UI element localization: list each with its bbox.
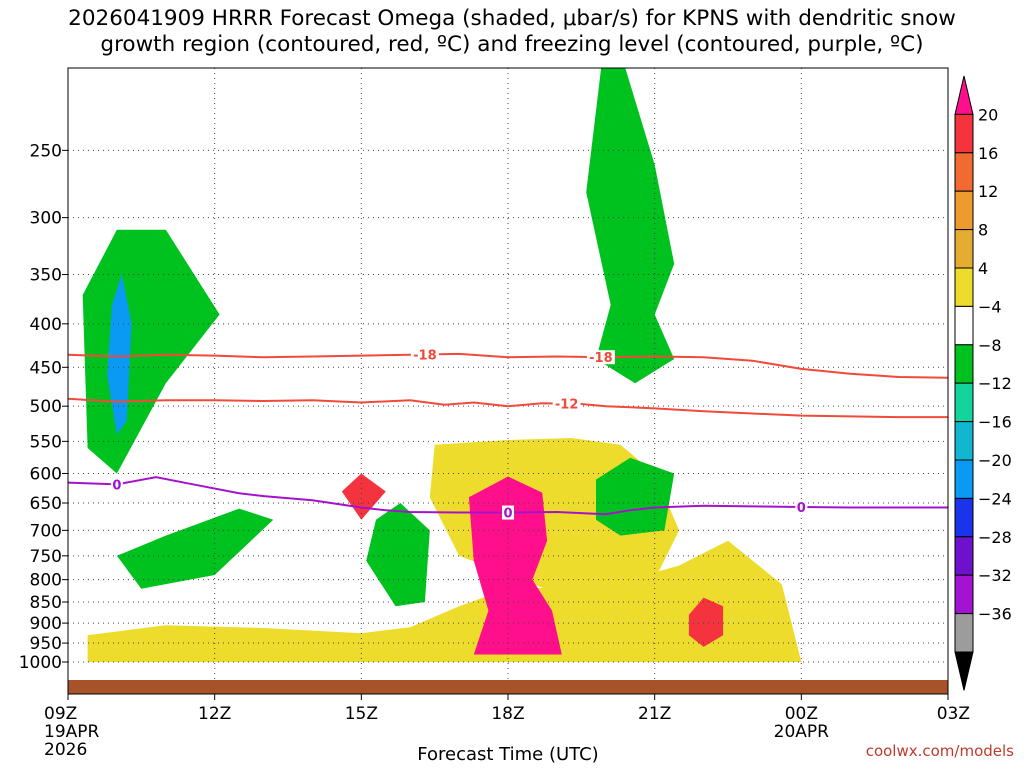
x-tick-sublabel-5: 20APR	[774, 722, 830, 742]
contour-label-freezing-level-2: 0	[797, 501, 806, 516]
colorbar-label-13: −36	[978, 605, 1012, 624]
colorbar-label-7: −12	[978, 374, 1012, 393]
colorbar-swatch-4	[954, 229, 974, 269]
colorbar-swatch-9	[954, 421, 974, 461]
contour-label-bg	[410, 347, 439, 362]
y-tick-label-7: 600	[30, 464, 62, 484]
colorbar-swatch-8	[954, 382, 974, 423]
colorbar-label-11: −28	[978, 528, 1012, 547]
contour-label-dendritic-lower-0: -12	[555, 398, 579, 413]
y-tick-label-11: 800	[30, 571, 62, 591]
omega-shading	[82, 68, 802, 662]
x-tick-label-3: 18Z	[491, 704, 524, 724]
colorbar-swatch-10	[954, 459, 974, 499]
y-tick-label-0: 250	[30, 141, 62, 161]
contour-label-dendritic-upper-0: -18	[413, 349, 437, 364]
colorbar-label-12: −32	[978, 566, 1012, 585]
colorbar-label-5: −4	[978, 297, 1002, 316]
colorbar-label-4: 4	[978, 259, 988, 278]
y-tick-label-1: 300	[30, 209, 62, 229]
chart-title: 2026041909 HRRR Forecast Omega (shaded, …	[0, 6, 1024, 58]
y-tick-label-6: 550	[30, 432, 62, 452]
x-tick-sublabel2-0: 2026	[44, 740, 87, 760]
credit-link[interactable]: coolwx.com/models	[865, 742, 1014, 760]
omega-region-9	[366, 503, 430, 607]
colorbar-label-10: −24	[978, 489, 1012, 508]
omega-region-10	[586, 68, 675, 384]
omega-region-2	[468, 476, 562, 655]
colorbar-label-1: 16	[978, 144, 998, 163]
y-tick-label-4: 450	[30, 358, 62, 378]
contour-label-bg	[110, 477, 123, 492]
y-tick-label-5: 500	[30, 397, 62, 417]
y-tick-label-12: 850	[30, 593, 62, 613]
colorbar-swatch-15	[954, 651, 974, 691]
colorbar-swatch-14	[954, 613, 974, 653]
colorbar-swatch-6	[954, 305, 974, 346]
x-tick-sublabel-0: 19APR	[44, 722, 100, 742]
colorbar-swatch-1	[954, 113, 974, 154]
contour-dendritic-lower	[68, 397, 948, 419]
x-tick-label-0: 09Z	[44, 704, 77, 724]
y-tick-label-2: 350	[30, 266, 62, 286]
contour-label-bg	[502, 505, 514, 520]
y-tick-label-14: 950	[30, 634, 62, 654]
ground-bar	[68, 680, 948, 694]
colorbar-swatch-11	[954, 497, 974, 538]
colorbar-swatch-2	[954, 152, 974, 192]
temperature-contours: -18 -18 -12 0 0 0	[68, 347, 948, 522]
colorbar-label-8: −16	[978, 413, 1012, 432]
x-tick-label-6: 03Z	[937, 704, 970, 724]
y-tick-label-15: 1000	[19, 653, 62, 673]
colorbar-swatch-5	[954, 267, 974, 307]
contour-freezing-level	[68, 476, 948, 516]
colorbar-label-3: 8	[978, 221, 988, 240]
colorbar-swatch-0	[954, 75, 974, 115]
colorbar-swatch-7	[954, 344, 974, 384]
contour-label-freezing-level-0: 0	[112, 478, 121, 493]
colorbar-swatch-3	[954, 190, 974, 231]
contour-label-dendritic-upper-1: -18	[589, 351, 613, 366]
colorbar: 20 16 12 8 4 −4 −8 −12 −16 −20 −24 −28 −32 −36	[954, 75, 1012, 691]
contour-label-bg	[586, 350, 615, 365]
omega-region-0	[87, 540, 802, 662]
omega-region-6	[107, 274, 132, 435]
y-axis: 2503003504004505005506006507007508008509…	[19, 141, 68, 673]
y-tick-label-8: 650	[30, 494, 62, 514]
contour-label-freezing-level-1: 0	[503, 507, 512, 522]
omega-region-3	[688, 597, 724, 647]
y-tick-label-13: 900	[30, 614, 62, 634]
colorbar-label-0: 20	[978, 105, 998, 124]
y-tick-label-10: 750	[30, 547, 62, 567]
colorbar-swatch-13	[954, 574, 974, 615]
x-tick-label-5: 00Z	[785, 704, 818, 724]
y-tick-label-3: 400	[30, 315, 62, 335]
colorbar-label-6: −8	[978, 336, 1002, 355]
colorbar-label-2: 12	[978, 182, 998, 201]
contour-label-bg	[552, 396, 581, 411]
contour-label-bg	[795, 499, 808, 514]
colorbar-label-9: −20	[978, 451, 1012, 470]
chart-title-line-1: 2026041909 HRRR Forecast Omega (shaded, …	[68, 6, 956, 31]
x-axis-title: Forecast Time (UTC)	[417, 744, 599, 765]
contour-dendritic-upper	[68, 352, 948, 379]
colorbar-swatch-12	[954, 536, 974, 576]
y-tick-label-9: 700	[30, 521, 62, 541]
chart-title-line-2: growth region (contoured, red, ºC) and f…	[100, 32, 924, 57]
x-tick-label-1: 12Z	[198, 704, 231, 724]
omega-region-4	[341, 473, 386, 520]
omega-region-11	[596, 457, 675, 536]
x-tick-label-2: 15Z	[345, 704, 378, 724]
x-tick-label-4: 21Z	[638, 704, 671, 724]
omega-region-7	[116, 508, 274, 589]
